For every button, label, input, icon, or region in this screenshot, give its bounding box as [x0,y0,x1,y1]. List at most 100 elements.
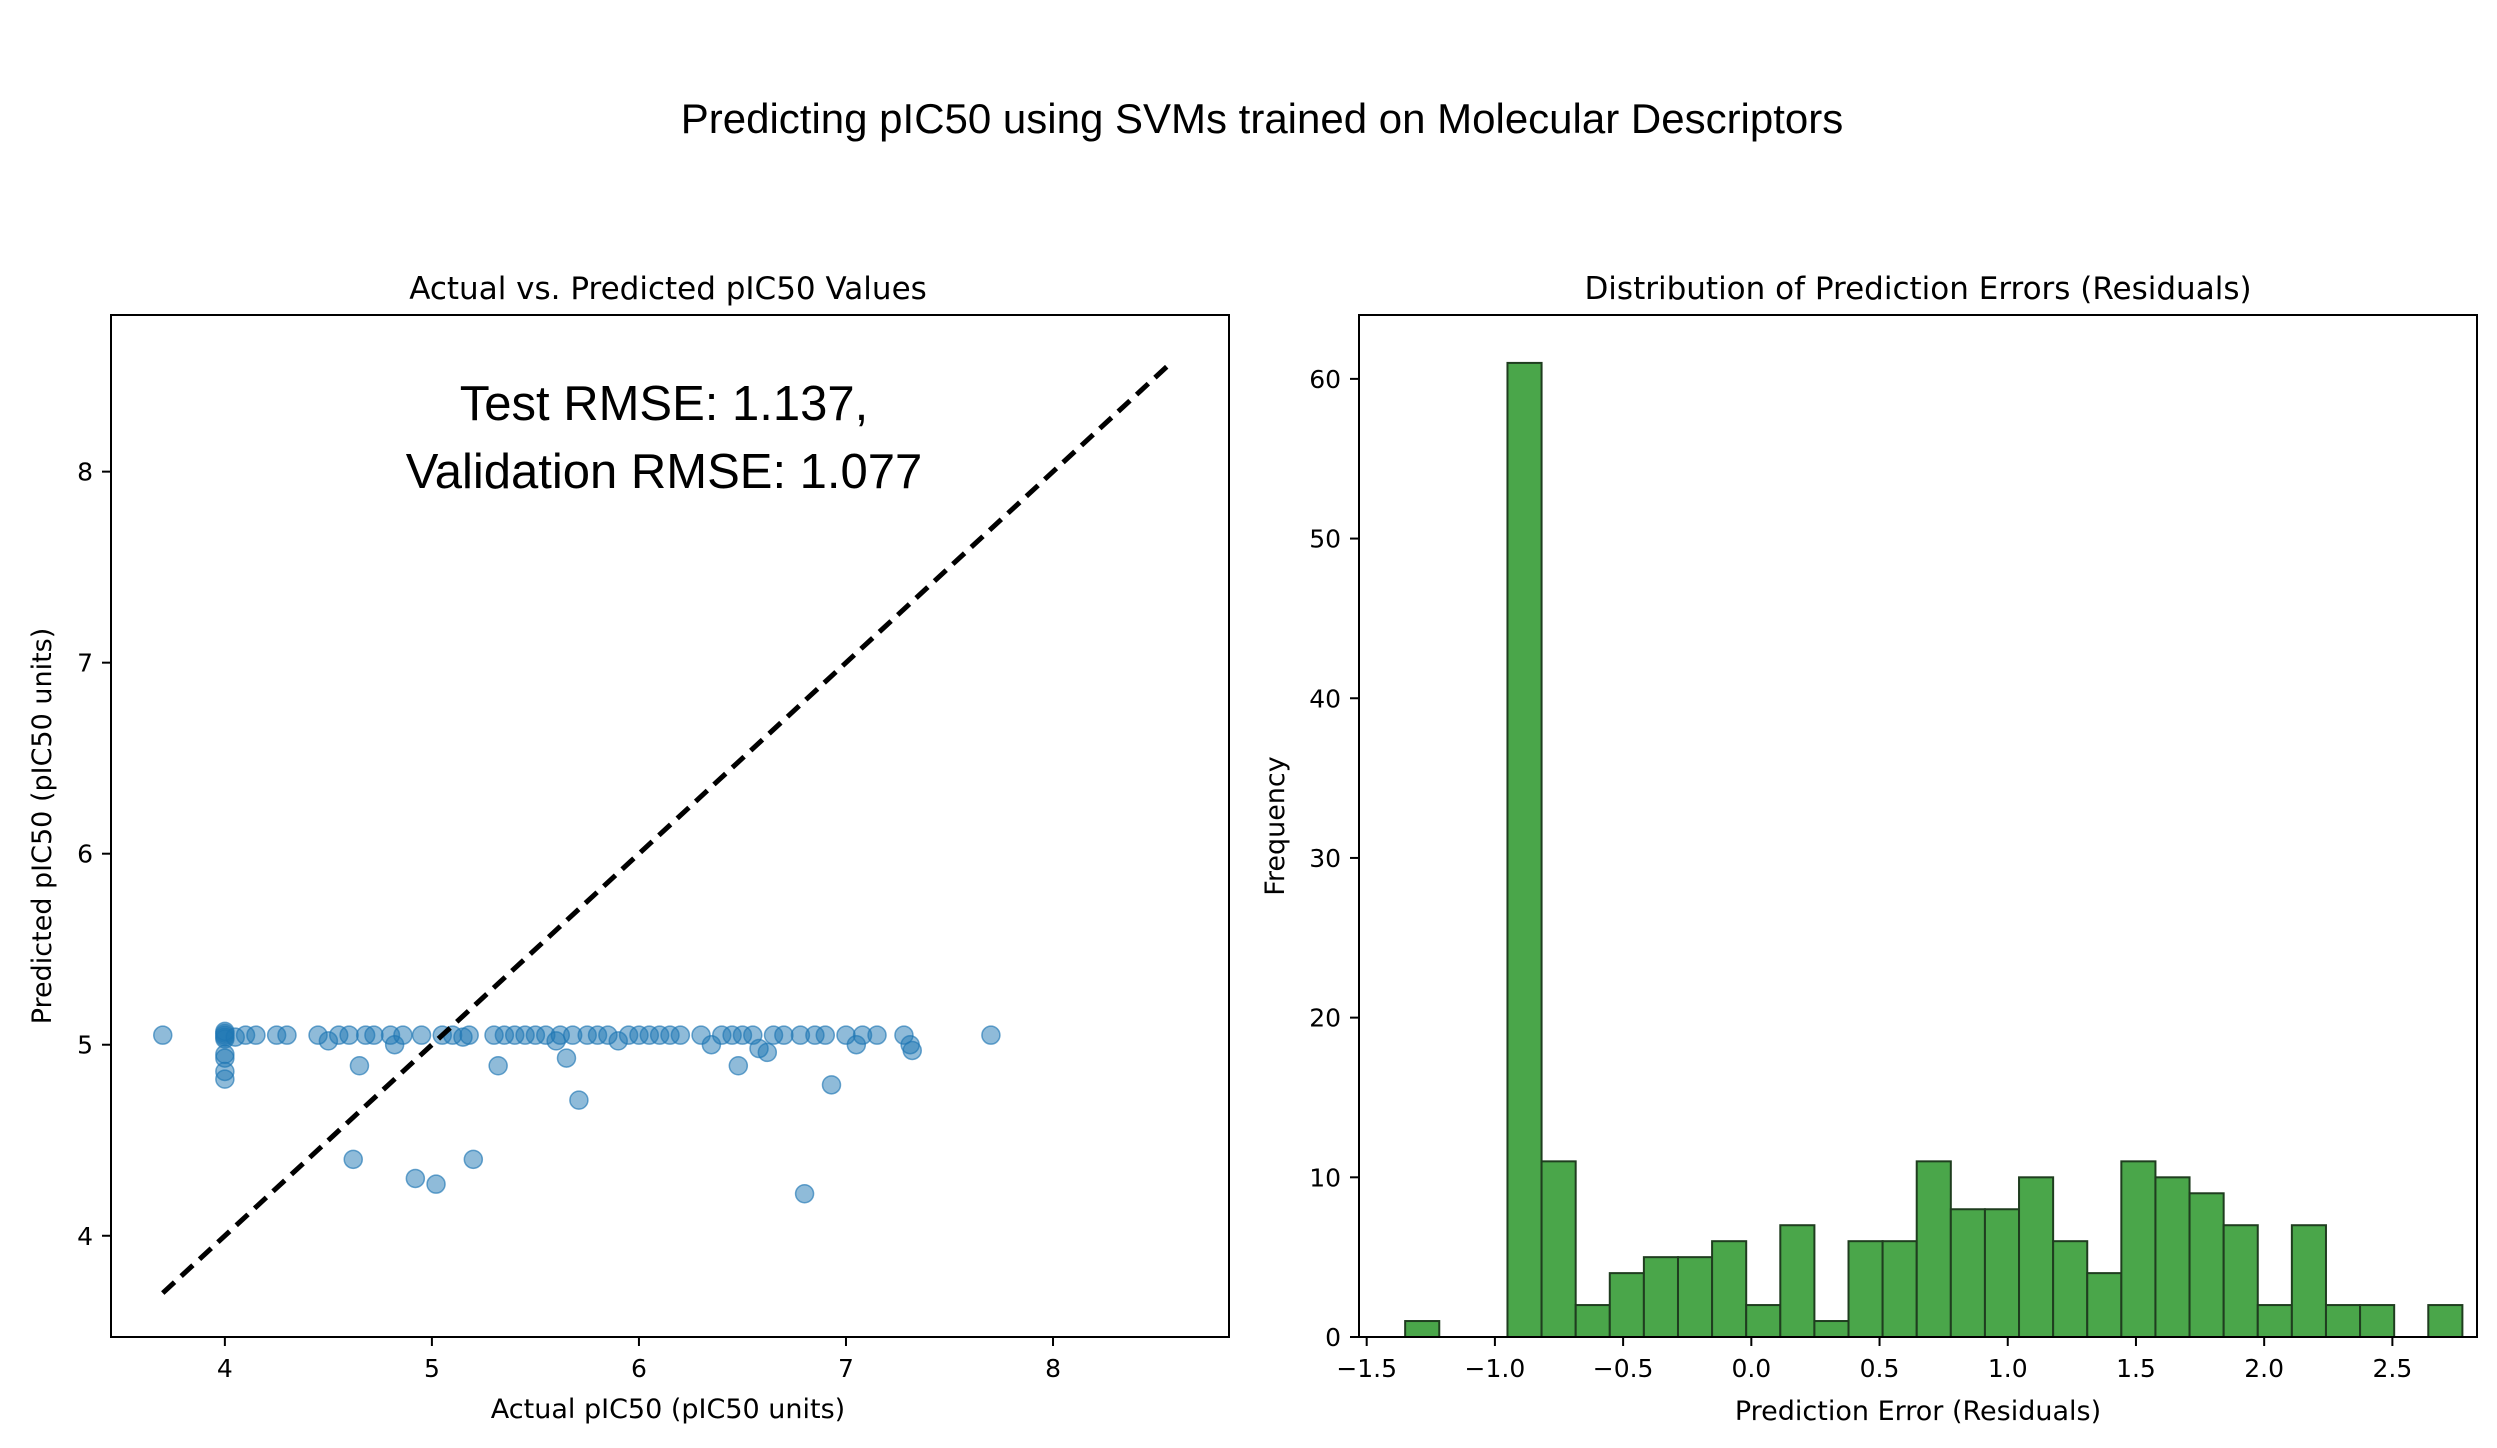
histogram-title: Distribution of Prediction Errors (Resid… [1584,271,2251,307]
histogram-bar [1574,1304,1611,1338]
histogram-bar [1745,1304,1782,1338]
histogram-y-axis-label: Frequency [1260,756,1291,896]
scatter-point [670,1025,691,1045]
histogram-bar [2154,1176,2191,1338]
scatter-points [153,1021,1001,1204]
histogram-y-tick-label: 60 [1309,365,1341,394]
histogram-bar [1779,1224,1816,1338]
scatter-point [867,1025,887,1045]
histogram-bar [1915,1160,1952,1338]
histogram-x-tick-label: −0.5 [1593,1354,1654,1383]
histogram-bar [1983,1208,2021,1338]
histogram-y-tick-label: 0 [1325,1323,1341,1352]
histogram-bar [2120,1160,2157,1338]
histogram-bar [1847,1240,1884,1338]
scatter-x-axis-label: Actual pIC50 (pIC50 units) [491,1394,845,1425]
histogram-bar [2222,1224,2259,1338]
scatter-point [556,1048,577,1068]
figure-suptitle: Predicting pIC50 using SVMs trained on M… [681,95,1844,142]
histogram-bar [1608,1272,1645,1338]
scatter-y-tick-label: 8 [77,458,93,487]
histogram-x-axis-label: Prediction Error (Residuals) [1735,1396,2101,1427]
identity-reference-line [161,359,1175,1295]
histogram-y-tick-label: 30 [1309,844,1341,873]
scatter-panel: Actual vs. Predicted pIC50 Values Test R… [27,271,1230,1425]
histogram-x-tick-label: 2.0 [2244,1354,2284,1383]
scatter-point [405,1168,426,1189]
scatter-point [569,1090,589,1110]
scatter-point [488,1055,508,1076]
scatter-point [153,1025,173,1045]
histogram-bar [2359,1304,2396,1338]
scatter-point [339,1025,359,1045]
scatter-x-tick-label: 4 [217,1354,233,1383]
histogram-y-tick-label: 40 [1309,684,1341,713]
scatter-x-tick-label: 6 [631,1354,647,1383]
histogram-x-tick-label: 2.5 [2372,1354,2412,1383]
histogram-plot-frame [1358,314,2478,1338]
scatter-x-tick-label: 7 [838,1354,854,1383]
histogram-bar [2052,1240,2089,1338]
scatter-point [215,1069,235,1089]
scatter-point [364,1025,384,1045]
histogram-bar [1404,1320,1441,1338]
scatter-x-ticks: 4 5 6 7 8 [217,1337,1061,1383]
histogram-bar [2018,1176,2055,1338]
scatter-y-axis-label: Predicted pIC50 (pIC50 units) [27,628,58,1025]
histogram-bar [1540,1160,1577,1338]
histogram-bar [1642,1256,1679,1338]
histogram-bar [1881,1240,1918,1338]
histogram-x-ticks: −1.5 −1.0 −0.5 0.0 0.5 1.0 1.5 2.0 2.5 [1336,1337,2412,1383]
histogram-bar [2188,1192,2225,1338]
histogram-bars [1404,361,2464,1338]
histogram-y-ticks: 0 10 20 30 40 50 60 [1309,365,1359,1352]
histogram-bar [2086,1272,2123,1338]
scatter-point [411,1025,432,1045]
histogram-bar [2427,1304,2464,1338]
scatter-x-tick-label: 8 [1045,1354,1061,1383]
scatter-y-tick-label: 4 [77,1222,93,1251]
scatter-point [343,1149,363,1170]
histogram-x-tick-label: 1.5 [2116,1354,2156,1383]
scatter-point [459,1025,479,1045]
scatter-y-tick-label: 5 [77,1031,93,1060]
rmse-annotation-line-2: Validation RMSE: 1.077 [406,445,923,499]
scatter-point [349,1055,370,1076]
histogram-x-tick-label: 0.0 [1731,1354,1771,1383]
scatter-y-tick-label: 7 [77,649,93,678]
scatter-point [728,1055,749,1076]
scatter-y-tick-label: 6 [77,840,93,869]
scatter-point [815,1025,836,1045]
scatter-x-tick-label: 5 [424,1354,440,1383]
scatter-point [463,1149,484,1170]
histogram-bar [1711,1240,1748,1338]
scatter-point [426,1174,446,1194]
histogram-x-tick-label: −1.5 [1336,1354,1397,1383]
rmse-annotation-line-1: Test RMSE: 1.137, [460,377,869,431]
histogram-bar [2324,1304,2362,1338]
histogram-y-tick-label: 20 [1309,1004,1341,1033]
scatter-point [774,1025,794,1045]
scatter-point [794,1183,815,1204]
histogram-x-tick-label: 0.5 [1860,1354,1900,1383]
histogram-bar [1506,361,1543,1338]
scatter-point [902,1040,922,1061]
histogram-y-tick-label: 10 [1309,1163,1341,1192]
histogram-bar [2290,1224,2327,1338]
scatter-point [981,1025,1001,1045]
histogram-x-tick-label: 1.0 [1988,1354,2028,1383]
scatter-point [393,1025,413,1045]
histogram-bar [1676,1256,1714,1338]
scatter-point [246,1025,266,1045]
histogram-bar [1949,1208,1986,1338]
histogram-bar [1813,1320,1850,1338]
scatter-y-ticks: 4 5 6 7 8 [77,458,111,1251]
scatter-plot-frame [110,314,1230,1338]
scatter-point [757,1042,778,1063]
histogram-bar [2256,1304,2293,1338]
histogram-x-tick-label: −1.0 [1465,1354,1526,1383]
histogram-y-tick-label: 50 [1309,525,1341,554]
scatter-point [277,1025,297,1045]
scatter-point [821,1075,842,1095]
